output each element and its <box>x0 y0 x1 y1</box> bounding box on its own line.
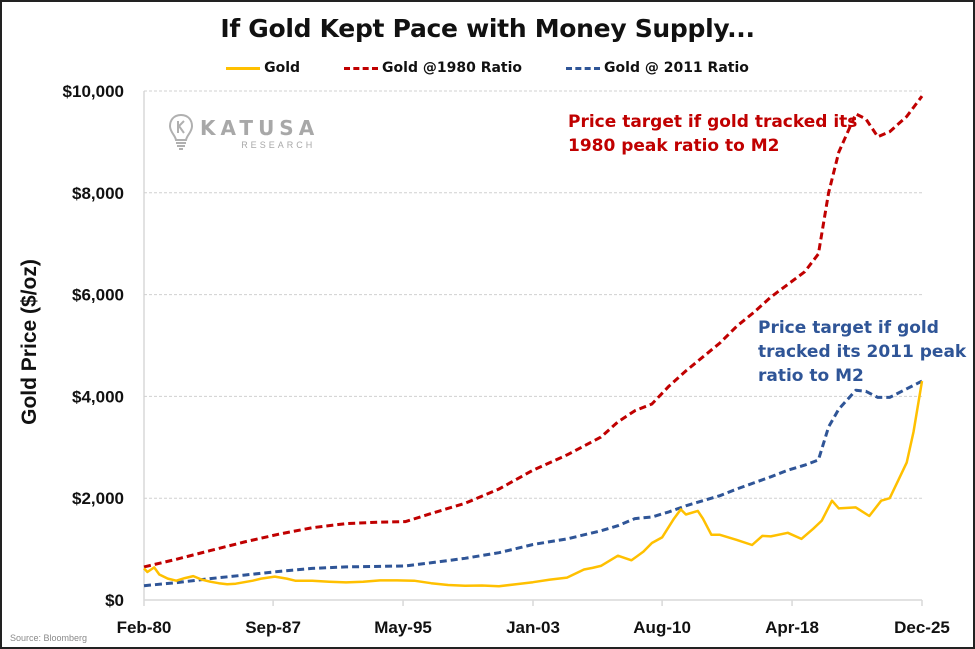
annotation-1980-line-2: 1980 peak ratio to M2 <box>568 136 780 156</box>
legend-label-2011-ratio: Gold @ 2011 Ratio <box>604 60 749 76</box>
y-tick-label: $8,000 <box>72 184 124 203</box>
x-tick-label: May-95 <box>374 618 432 637</box>
annotation-1980-line-1: Price target if gold tracked its <box>568 112 858 132</box>
x-tick-label: Jan-03 <box>506 618 560 637</box>
y-tick-label: $4,000 <box>72 387 124 406</box>
chart-title: If Gold Kept Pace with Money Supply... <box>220 14 755 43</box>
legend: Gold Gold @1980 Ratio Gold @ 2011 Ratio <box>0 60 975 76</box>
series-lines <box>143 95 924 588</box>
legend-item-gold: Gold <box>226 60 300 76</box>
y-tick-label: $6,000 <box>72 286 124 305</box>
source-note: Source: Bloomberg <box>10 633 88 643</box>
annotation-2011-line-1: Price target if gold <box>758 318 939 338</box>
x-tick-label: Dec-25 <box>894 618 950 637</box>
series-line-2011-ratio <box>143 379 923 588</box>
katusa-logo: KATUSA RESEARCH <box>168 113 319 153</box>
legend-swatch-1980-ratio <box>344 66 379 70</box>
lightbulb-icon <box>168 113 194 150</box>
legend-label-1980-ratio: Gold @1980 Ratio <box>382 60 523 76</box>
annotation-2011-line-3: ratio to M2 <box>758 366 864 386</box>
annotation-2011-line-2: tracked its 2011 peak <box>758 342 967 362</box>
x-tick-label: Apr-18 <box>765 618 819 637</box>
series-line-1980-ratio <box>143 95 924 569</box>
logo-sub: RESEARCH <box>241 140 316 150</box>
x-tick-label: Sep-87 <box>245 618 301 637</box>
legend-swatch-gold <box>226 66 261 70</box>
y-tick-label: $10,000 <box>63 82 124 101</box>
annotation-1980-ratio: Price target if gold tracked its 1980 pe… <box>568 110 857 158</box>
logo-name: KATUSA <box>200 116 320 140</box>
y-tick-label: $0 <box>105 591 124 610</box>
legend-item-2011-ratio: Gold @ 2011 Ratio <box>566 60 749 76</box>
grid-lines <box>143 90 923 606</box>
y-tick-label: $2,000 <box>72 489 124 508</box>
legend-item-1980-ratio: Gold @1980 Ratio <box>344 60 522 76</box>
legend-label-gold: Gold <box>264 60 301 76</box>
y-tick-labels: $0 $2,000 $4,000 $6,000 $8,000 $10,000 <box>63 82 124 610</box>
series-line-gold <box>143 380 924 588</box>
annotation-2011-ratio: Price target if gold tracked its 2011 pe… <box>758 316 966 388</box>
legend-swatch-2011-ratio <box>566 66 601 70</box>
x-tick-labels: Feb-80 Sep-87 May-95 Jan-03 Aug-10 Apr-18 Dec-… <box>117 618 950 637</box>
x-tick-label: Aug-10 <box>633 618 691 637</box>
x-tick-label: Feb-80 <box>117 618 172 637</box>
